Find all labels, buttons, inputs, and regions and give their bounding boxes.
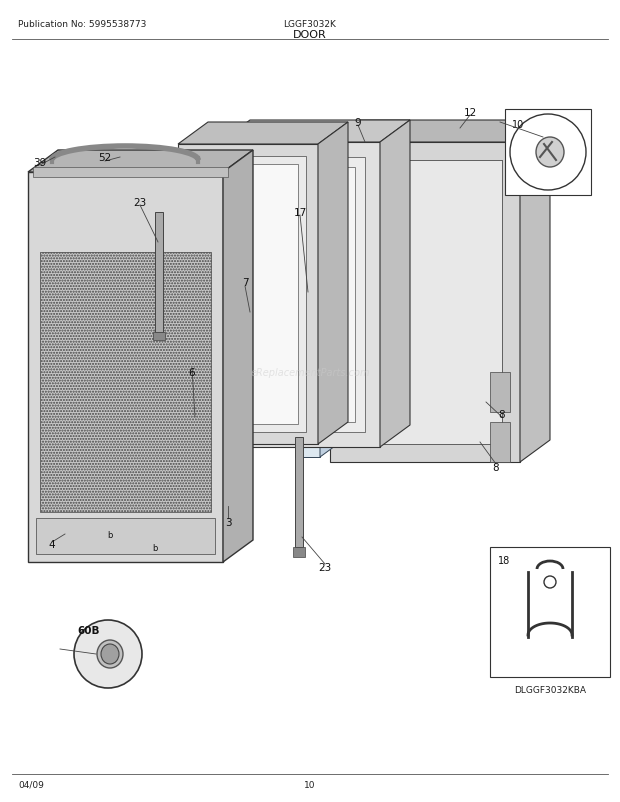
Text: 4: 4	[49, 539, 55, 549]
Ellipse shape	[97, 640, 123, 668]
Polygon shape	[36, 518, 215, 554]
Text: 23: 23	[133, 198, 146, 208]
Circle shape	[74, 620, 142, 688]
Polygon shape	[330, 143, 520, 463]
Text: 8: 8	[498, 410, 505, 419]
Polygon shape	[153, 333, 165, 341]
Polygon shape	[295, 148, 320, 457]
Polygon shape	[198, 164, 298, 424]
Polygon shape	[28, 172, 223, 562]
Text: 04/09: 04/09	[18, 780, 44, 789]
Polygon shape	[220, 143, 380, 448]
Polygon shape	[223, 151, 253, 562]
Polygon shape	[320, 126, 350, 457]
Text: LGGF3032K: LGGF3032K	[283, 20, 337, 29]
Polygon shape	[330, 121, 550, 143]
Polygon shape	[155, 213, 163, 333]
Text: 60B: 60B	[77, 626, 99, 635]
Polygon shape	[245, 168, 355, 423]
Text: 10: 10	[512, 119, 525, 130]
Text: 3: 3	[224, 517, 231, 528]
Polygon shape	[490, 423, 510, 463]
Circle shape	[510, 115, 586, 191]
Text: b: b	[107, 530, 113, 539]
Text: eReplacementParts.com: eReplacementParts.com	[250, 367, 370, 378]
Text: 8: 8	[493, 463, 499, 472]
Text: 6: 6	[188, 367, 195, 378]
Text: 7: 7	[242, 277, 249, 288]
Text: 39: 39	[33, 158, 46, 168]
Text: 17: 17	[293, 208, 307, 217]
Polygon shape	[490, 373, 510, 412]
Text: DOOR: DOOR	[293, 30, 327, 40]
Text: 10: 10	[304, 780, 316, 789]
Polygon shape	[235, 158, 365, 432]
Polygon shape	[33, 168, 228, 178]
Text: 52: 52	[99, 153, 112, 163]
Polygon shape	[348, 160, 502, 444]
Text: 9: 9	[355, 118, 361, 128]
FancyBboxPatch shape	[490, 547, 610, 677]
Circle shape	[544, 577, 556, 588]
Polygon shape	[520, 121, 550, 463]
Ellipse shape	[536, 138, 564, 168]
Polygon shape	[318, 123, 348, 444]
Polygon shape	[348, 160, 502, 444]
Polygon shape	[220, 121, 410, 143]
Polygon shape	[295, 126, 350, 148]
Polygon shape	[40, 253, 211, 512]
Text: 18: 18	[498, 555, 510, 565]
Text: Publication No: 5995538773: Publication No: 5995538773	[18, 20, 146, 29]
Polygon shape	[28, 151, 253, 172]
Text: b: b	[153, 544, 157, 553]
Polygon shape	[295, 437, 303, 547]
Text: 23: 23	[319, 562, 332, 573]
Polygon shape	[380, 121, 410, 448]
FancyBboxPatch shape	[505, 110, 591, 196]
Polygon shape	[178, 145, 318, 444]
Text: 12: 12	[463, 107, 477, 118]
Ellipse shape	[101, 644, 119, 664]
Polygon shape	[178, 123, 348, 145]
Polygon shape	[293, 547, 305, 557]
Polygon shape	[190, 157, 306, 432]
Text: DLGGF3032KBA: DLGGF3032KBA	[514, 685, 586, 695]
